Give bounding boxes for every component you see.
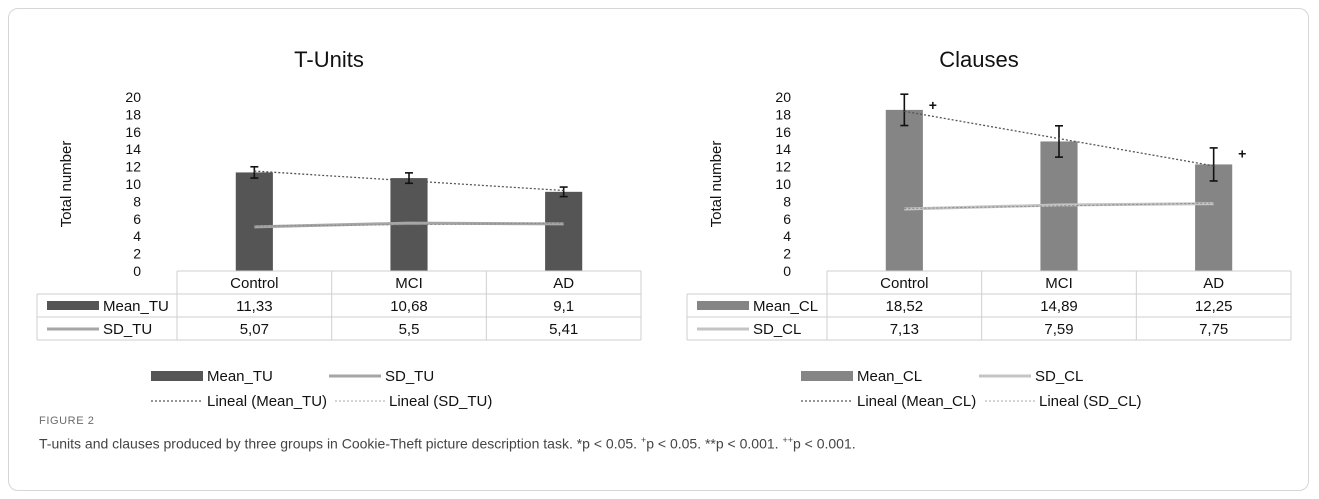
table-series-name: SD_CL [753,321,801,338]
y-tick-label: 8 [783,193,791,209]
chart-panel-clauses: Clauses Total number 0 2 4 6 8 10 12 14 16 18 20 + + Co… [659,9,1299,409]
y-tick-label: 0 [783,263,791,279]
bar-ad [545,191,583,271]
chart-title: Clauses [939,47,1018,72]
y-tick-label: 18 [125,106,141,122]
table-swatch-bar [47,301,99,310]
legend-swatch-bar [801,371,853,381]
legend-label-line: SD_CL [1035,368,1083,385]
y-tick-label: 18 [775,106,791,122]
table-value: 9,1 [553,298,574,315]
x-tick-label: Control [880,275,928,292]
caption-sup-plusplus: ++ [782,435,793,445]
bar-control [885,109,923,271]
trendline-sd [254,222,564,227]
y-tick-label: 20 [125,89,141,105]
caption-sup-plus: + [640,435,647,445]
legend-label-trend-sd: Lineal (SD_CL) [1039,393,1142,409]
table-value: 5,5 [399,321,420,338]
table-value: 14,89 [1040,298,1078,315]
trendline-sd [904,202,1214,210]
legend-label-line: SD_TU [385,368,434,385]
y-tick-label: 2 [133,246,141,262]
chart-title: T-Units [294,47,364,72]
trendline-mean [904,110,1214,167]
table-series-name: SD_TU [103,321,152,338]
caption-main: T-units and clauses produced by three gr… [39,435,641,452]
significance-marker: + [929,97,937,113]
table-value: 7,13 [890,321,919,338]
y-tick-label: 8 [133,193,141,209]
y-tick-label: 4 [133,228,141,244]
y-tick-label: 0 [133,263,141,279]
bar-ad [1195,164,1233,271]
legend-label-bar: Mean_TU [207,368,273,385]
table-value: 12,25 [1195,298,1233,315]
y-tick-label: 14 [125,141,141,157]
y-tick-label: 16 [775,124,791,140]
table-value: 5,07 [240,321,269,338]
table-value: 7,75 [1199,321,1228,338]
table-series-name: Mean_CL [753,298,818,315]
figure-frame: T-Units Total number 0 2 4 6 8 10 12 14 16 18 20 Cont… [8,8,1309,491]
y-tick-label: 20 [775,89,791,105]
table-series-name: Mean_TU [103,298,169,315]
y-tick-label: 12 [125,159,141,175]
x-tick-label: Control [230,275,278,292]
y-axis-label: Total number [58,141,75,228]
y-tick-label: 2 [783,246,791,262]
table-value: 10,68 [390,298,428,315]
y-tick-label: 14 [775,141,791,157]
legend-label-trend-mean: Lineal (Mean_CL) [857,393,976,409]
x-tick-label: AD [553,275,574,292]
legend-swatch-bar [151,371,203,381]
bar-control [235,172,273,271]
x-tick-label: AD [1203,275,1224,292]
caption-p2: p < 0.001. [792,435,856,452]
table-value: 5,41 [549,321,578,338]
table-value: 11,33 [236,298,272,315]
y-tick-label: 12 [775,159,791,175]
y-tick-label: 10 [775,176,791,192]
y-tick-label: 4 [783,228,791,244]
legend-label-trend-sd: Lineal (SD_TU) [389,393,492,409]
table-value: 7,59 [1044,321,1073,338]
legend-label-trend-mean: Lineal (Mean_TU) [207,393,327,409]
y-tick-label: 6 [133,211,141,227]
figure-label: FIGURE 2 [39,415,95,427]
figure-caption: T-units and clauses produced by three gr… [39,435,856,452]
x-tick-label: MCI [395,275,423,292]
x-tick-label: MCI [1045,275,1073,292]
y-tick-label: 6 [783,211,791,227]
legend-label-bar: Mean_CL [857,368,922,385]
caption-p1: p < 0.05. **p < 0.001. [646,435,783,452]
y-tick-label: 10 [125,176,141,192]
chart-panel-tunits: T-Units Total number 0 2 4 6 8 10 12 14 16 18 20 Cont… [9,9,649,409]
table-value: 18,52 [886,298,924,315]
y-tick-label: 16 [125,124,141,140]
table-swatch-bar [697,301,749,310]
significance-marker: + [1238,145,1246,161]
y-axis-label: Total number [708,141,725,228]
